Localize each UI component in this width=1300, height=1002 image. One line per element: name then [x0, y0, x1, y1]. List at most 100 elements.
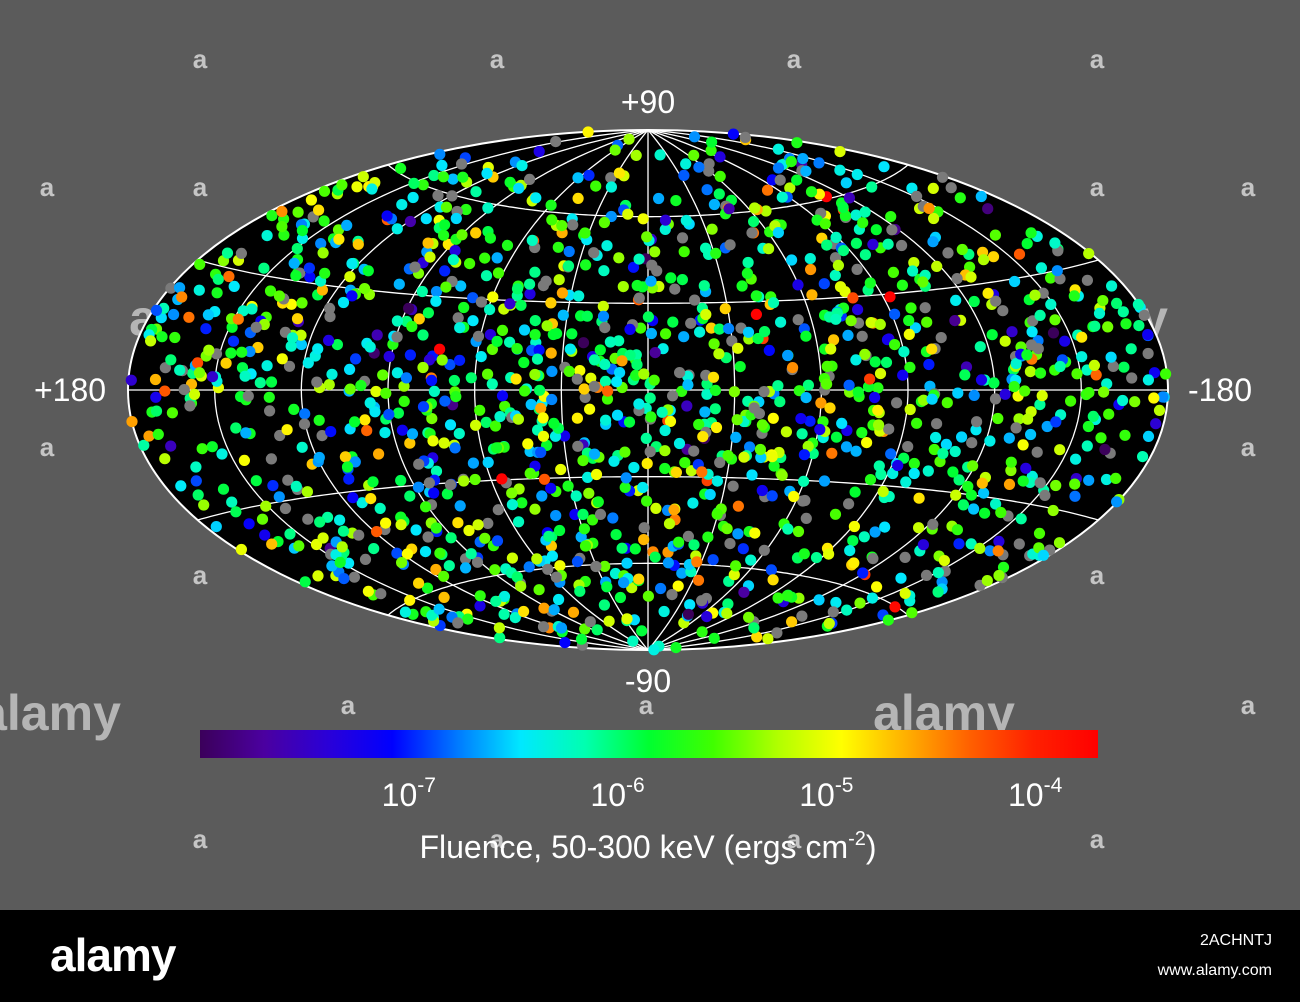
burst-point [346, 258, 358, 270]
burst-point [515, 580, 527, 592]
burst-point [850, 445, 862, 457]
burst-point [557, 309, 569, 321]
burst-point [522, 438, 534, 450]
burst-point [788, 490, 800, 503]
burst-point [454, 500, 466, 512]
burst-point [628, 461, 640, 474]
burst-point [392, 407, 404, 419]
burst-point [928, 443, 940, 456]
burst-point [567, 606, 580, 618]
burst-point [982, 203, 994, 215]
burst-point [436, 159, 448, 171]
burst-point [434, 148, 446, 160]
burst-point [590, 180, 602, 192]
burst-point [867, 238, 879, 250]
burst-point [168, 308, 180, 321]
burst-point [511, 571, 523, 583]
burst-point [572, 440, 584, 452]
colorbar-ticks: 10-7 10-6 10-5 10-4 [382, 774, 1063, 813]
burst-point [482, 456, 494, 468]
burst-point [682, 530, 695, 543]
burst-point [640, 432, 652, 444]
burst-point [174, 364, 186, 376]
burst-point [364, 341, 376, 353]
burst-point [210, 521, 222, 533]
burst-point [279, 502, 292, 515]
burst-point [475, 296, 487, 308]
burst-point [323, 334, 335, 346]
burst-point [450, 391, 462, 403]
burst-point [688, 131, 701, 143]
burst-point [1093, 307, 1106, 319]
burst-point [751, 631, 763, 643]
burst-point [331, 339, 343, 351]
burst-point [375, 588, 387, 600]
burst-point [767, 412, 779, 424]
burst-point [590, 468, 603, 481]
burst-point [814, 423, 826, 436]
burst-point [545, 347, 557, 359]
burst-point [293, 540, 305, 552]
burst-point [413, 313, 425, 325]
burst-point [420, 213, 432, 225]
burst-point [705, 144, 717, 156]
burst-point [594, 344, 606, 356]
burst-point [196, 443, 208, 455]
burst-point [864, 474, 877, 486]
burst-point [932, 567, 945, 579]
burst-point [227, 335, 240, 347]
burst-point [691, 556, 703, 568]
burst-point [419, 546, 432, 558]
burst-point [940, 438, 953, 450]
burst-point [744, 441, 756, 453]
burst-point [266, 538, 278, 550]
burst-point [858, 531, 870, 543]
burst-point [872, 382, 884, 394]
burst-point [734, 361, 746, 373]
burst-point [885, 448, 897, 460]
burst-point [452, 617, 464, 629]
burst-point [445, 532, 457, 544]
burst-point [550, 136, 562, 148]
burst-point [852, 386, 864, 398]
burst-point [454, 322, 466, 334]
burst-point [952, 387, 964, 399]
burst-point [993, 535, 1005, 548]
burst-point [482, 202, 494, 214]
burst-point [283, 360, 296, 372]
burst-point [834, 281, 847, 293]
burst-point [406, 320, 418, 333]
burst-point [999, 335, 1011, 347]
burst-point [900, 476, 912, 488]
burst-point [572, 192, 584, 204]
burst-point [302, 513, 314, 525]
burst-point [696, 626, 708, 638]
burst-point [662, 557, 675, 569]
burst-point [763, 344, 775, 356]
burst-point [873, 419, 885, 431]
burst-point [288, 403, 300, 415]
burst-point [1065, 395, 1077, 407]
burst-point [847, 535, 859, 547]
burst-point [802, 379, 815, 391]
burst-point [864, 373, 876, 385]
watermark-symbol: a [40, 172, 55, 202]
burst-point [931, 418, 943, 430]
burst-point [610, 529, 622, 541]
burst-point [613, 335, 625, 347]
burst-point [913, 522, 925, 534]
burst-point [631, 359, 643, 371]
burst-point [324, 302, 336, 314]
burst-point [895, 572, 907, 584]
burst-point [349, 416, 361, 428]
burst-point [805, 263, 817, 276]
burst-point [861, 437, 873, 449]
burst-point [1137, 451, 1149, 463]
burst-point [548, 417, 560, 429]
burst-point [1039, 489, 1051, 501]
burst-point [404, 490, 416, 502]
burst-point [669, 283, 681, 295]
burst-point [1025, 227, 1037, 239]
burst-point [874, 318, 886, 330]
watermark-symbol: a [193, 172, 208, 202]
